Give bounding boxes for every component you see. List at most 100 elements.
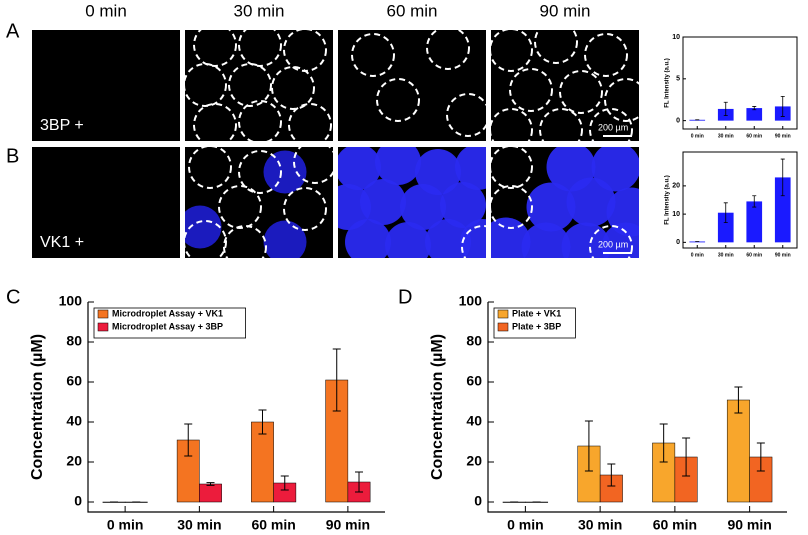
error-bar — [734, 386, 743, 414]
error-bar — [607, 463, 616, 487]
bar — [717, 212, 734, 243]
y-tick-label: 100 — [459, 293, 483, 309]
droplet — [455, 147, 486, 190]
column-header: 90 min — [539, 1, 590, 20]
error-bar — [280, 475, 289, 491]
panel-label: D — [398, 286, 412, 308]
y-tick-label: 5 — [676, 76, 680, 83]
bar — [689, 241, 706, 243]
x-tick-label: 60 min — [251, 517, 295, 533]
axes-frame — [682, 151, 798, 249]
droplet-outline — [288, 103, 332, 141]
droplet-outline — [534, 30, 578, 64]
y-axis-label: Concentration (µM) — [29, 334, 46, 480]
droplet-outline — [491, 185, 533, 229]
scale-bar-label: 200 µm — [598, 122, 628, 132]
droplet-outline — [491, 108, 533, 141]
droplet — [460, 219, 486, 258]
legend-box — [93, 307, 247, 339]
legend-swatch — [497, 309, 509, 319]
panel-label: A — [6, 20, 20, 42]
bar — [746, 201, 763, 243]
image-frame — [491, 30, 639, 141]
droplet — [263, 150, 307, 194]
droplet-outline — [238, 150, 282, 194]
droplet-outline — [584, 33, 628, 77]
y-axis-label: FL Intensity (a.u.) — [665, 175, 671, 225]
legend-label: Microdroplet Assay + VK1 — [112, 308, 223, 318]
bar — [689, 119, 706, 121]
droplet-outline — [185, 220, 227, 258]
y-axis-label: Concentration (µM) — [429, 334, 446, 480]
legend-label: Plate + VK1 — [512, 308, 561, 318]
droplet — [521, 222, 571, 258]
y-tick-label: 20 — [672, 183, 680, 190]
y-tick-label: 0 — [474, 493, 482, 509]
image-frame — [185, 30, 333, 141]
y-tick-label: 40 — [466, 413, 482, 429]
x-tick-label: 30 min — [718, 133, 734, 139]
y-tick-label: 60 — [466, 373, 482, 389]
droplet — [338, 147, 381, 190]
x-tick-label: 0 min — [507, 517, 544, 533]
droplet-outline — [193, 103, 237, 141]
bar — [199, 483, 222, 503]
image-label: VK1 + — [40, 234, 84, 251]
droplet-outline — [188, 147, 232, 189]
error-bar — [723, 101, 728, 117]
y-axis-label: FL Intensity (a.u.) — [665, 58, 671, 108]
axes — [487, 302, 787, 513]
x-tick-label: 90 min — [775, 133, 791, 139]
error-bar — [184, 423, 193, 457]
droplet-outline — [589, 225, 633, 258]
error-bar — [584, 420, 593, 472]
panel-label: C — [6, 286, 20, 308]
image-content — [491, 30, 639, 141]
image-content — [185, 30, 332, 141]
x-tick-label: 90 min — [775, 252, 791, 258]
error-bar — [258, 409, 267, 435]
droplet-outline — [446, 93, 486, 137]
legend-swatch — [97, 322, 109, 332]
droplet — [591, 147, 639, 192]
droplet-outline — [218, 185, 262, 229]
image-frame — [32, 30, 180, 141]
legend-swatch — [497, 322, 509, 332]
bar — [726, 399, 750, 503]
y-tick-label: 0 — [74, 493, 82, 509]
x-tick-label: 60 min — [746, 133, 762, 139]
y-tick-label: 80 — [66, 333, 82, 349]
droplet — [526, 182, 576, 232]
y-tick-label: 20 — [66, 453, 82, 469]
y-tick-label: 10 — [672, 34, 680, 41]
droplet-outline — [351, 33, 395, 77]
legend-label: Microdroplet Assay + 3BP — [112, 321, 223, 331]
droplet-outline — [271, 66, 315, 110]
error-bar — [752, 106, 757, 111]
droplet — [375, 147, 421, 185]
x-tick-label: 30 min — [177, 517, 221, 533]
droplet-outline — [604, 78, 639, 122]
y-tick-label: 20 — [466, 453, 482, 469]
y-tick-label: 10 — [672, 211, 680, 218]
droplet-outline — [193, 30, 237, 67]
droplet-outline — [509, 68, 553, 112]
droplet — [185, 205, 222, 249]
legend-label: Plate + 3BP — [512, 321, 561, 331]
image-content — [338, 147, 486, 258]
droplet-outline — [223, 225, 267, 258]
axes — [87, 302, 385, 513]
axes-frame — [682, 36, 798, 130]
x-tick-label: 0 min — [691, 252, 704, 258]
error-bar — [206, 482, 215, 486]
y-tick-label: 80 — [466, 333, 482, 349]
image-content — [491, 147, 639, 258]
x-tick-label: 0 min — [691, 133, 704, 139]
droplet-outline — [376, 78, 420, 122]
droplet-outline — [589, 108, 633, 141]
error-bar — [756, 442, 765, 472]
droplet — [263, 220, 307, 258]
droplet — [491, 217, 531, 258]
droplet-outline — [491, 30, 533, 72]
